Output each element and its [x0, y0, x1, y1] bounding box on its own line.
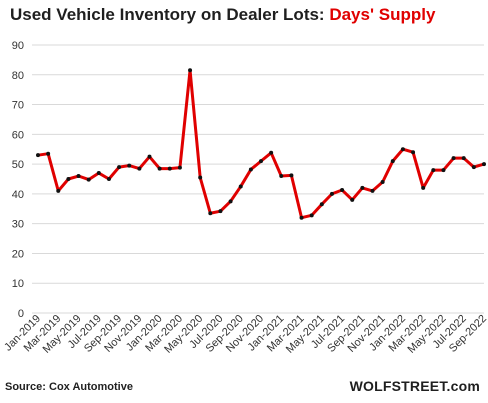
chart-title: Used Vehicle Inventory on Dealer Lots: D… — [10, 5, 435, 25]
data-point — [86, 177, 91, 182]
data-point — [451, 156, 456, 161]
data-point — [248, 167, 253, 172]
data-point — [96, 171, 101, 176]
data-point — [360, 185, 365, 190]
data-point — [177, 165, 182, 170]
y-tick-label: 30 — [12, 219, 24, 231]
data-point — [289, 173, 294, 178]
data-point — [441, 168, 446, 173]
series-markers — [36, 68, 486, 220]
data-point — [269, 150, 274, 155]
data-point — [238, 184, 243, 189]
data-point — [461, 156, 466, 161]
data-point — [66, 177, 71, 181]
chart-title-main: Used Vehicle Inventory on Dealer Lots: — [10, 5, 330, 24]
data-point — [117, 165, 122, 170]
brand-watermark: WOLFSTREET.com — [349, 378, 480, 394]
data-point — [259, 159, 263, 164]
series-polyline — [37, 68, 485, 220]
data-point — [329, 191, 334, 196]
data-point — [218, 209, 223, 214]
data-point — [147, 154, 152, 159]
data-point — [421, 185, 426, 190]
y-tick-label: 80 — [12, 70, 24, 82]
data-point — [208, 211, 213, 216]
data-point — [127, 163, 132, 168]
x-axis-tick-labels: Jan-2019Mar-2019May-2019Jul-2019Sep-2019… — [2, 313, 488, 356]
data-point — [36, 153, 40, 158]
data-point — [400, 147, 405, 152]
gridlines — [32, 44, 484, 314]
data-point — [319, 202, 324, 207]
series-line — [37, 68, 485, 220]
data-point — [471, 165, 476, 170]
data-point — [299, 215, 304, 220]
data-point — [309, 213, 314, 218]
data-point — [167, 166, 172, 171]
data-point — [370, 188, 375, 193]
data-point — [380, 179, 385, 184]
data-point — [56, 188, 61, 193]
data-point — [46, 151, 51, 156]
source-note: Source: Cox Automotive — [5, 381, 133, 393]
data-point — [390, 159, 395, 164]
y-axis-tick-labels: 0 10 20 30 40 50 60 70 80 90 — [12, 40, 24, 320]
data-point — [137, 166, 142, 171]
data-point — [106, 177, 111, 181]
y-tick-label: 10 — [12, 278, 24, 290]
y-tick-label: 70 — [12, 100, 24, 112]
y-tick-label: 20 — [12, 248, 24, 260]
data-point — [188, 68, 193, 73]
data-point — [411, 150, 416, 155]
data-point — [76, 174, 81, 179]
data-point — [350, 197, 355, 202]
data-point — [198, 175, 203, 180]
data-point — [157, 166, 162, 171]
chart-title-accent: Days' Supply — [329, 5, 436, 24]
data-point — [228, 199, 233, 204]
y-tick-label: 90 — [12, 40, 24, 52]
y-tick-label: 40 — [12, 189, 24, 201]
y-tick-label: 0 — [18, 308, 24, 320]
y-tick-label: 50 — [12, 159, 24, 171]
data-point — [340, 188, 345, 193]
data-point — [279, 174, 284, 179]
data-point — [482, 162, 486, 167]
y-tick-label: 60 — [12, 129, 24, 141]
data-point — [431, 168, 436, 173]
